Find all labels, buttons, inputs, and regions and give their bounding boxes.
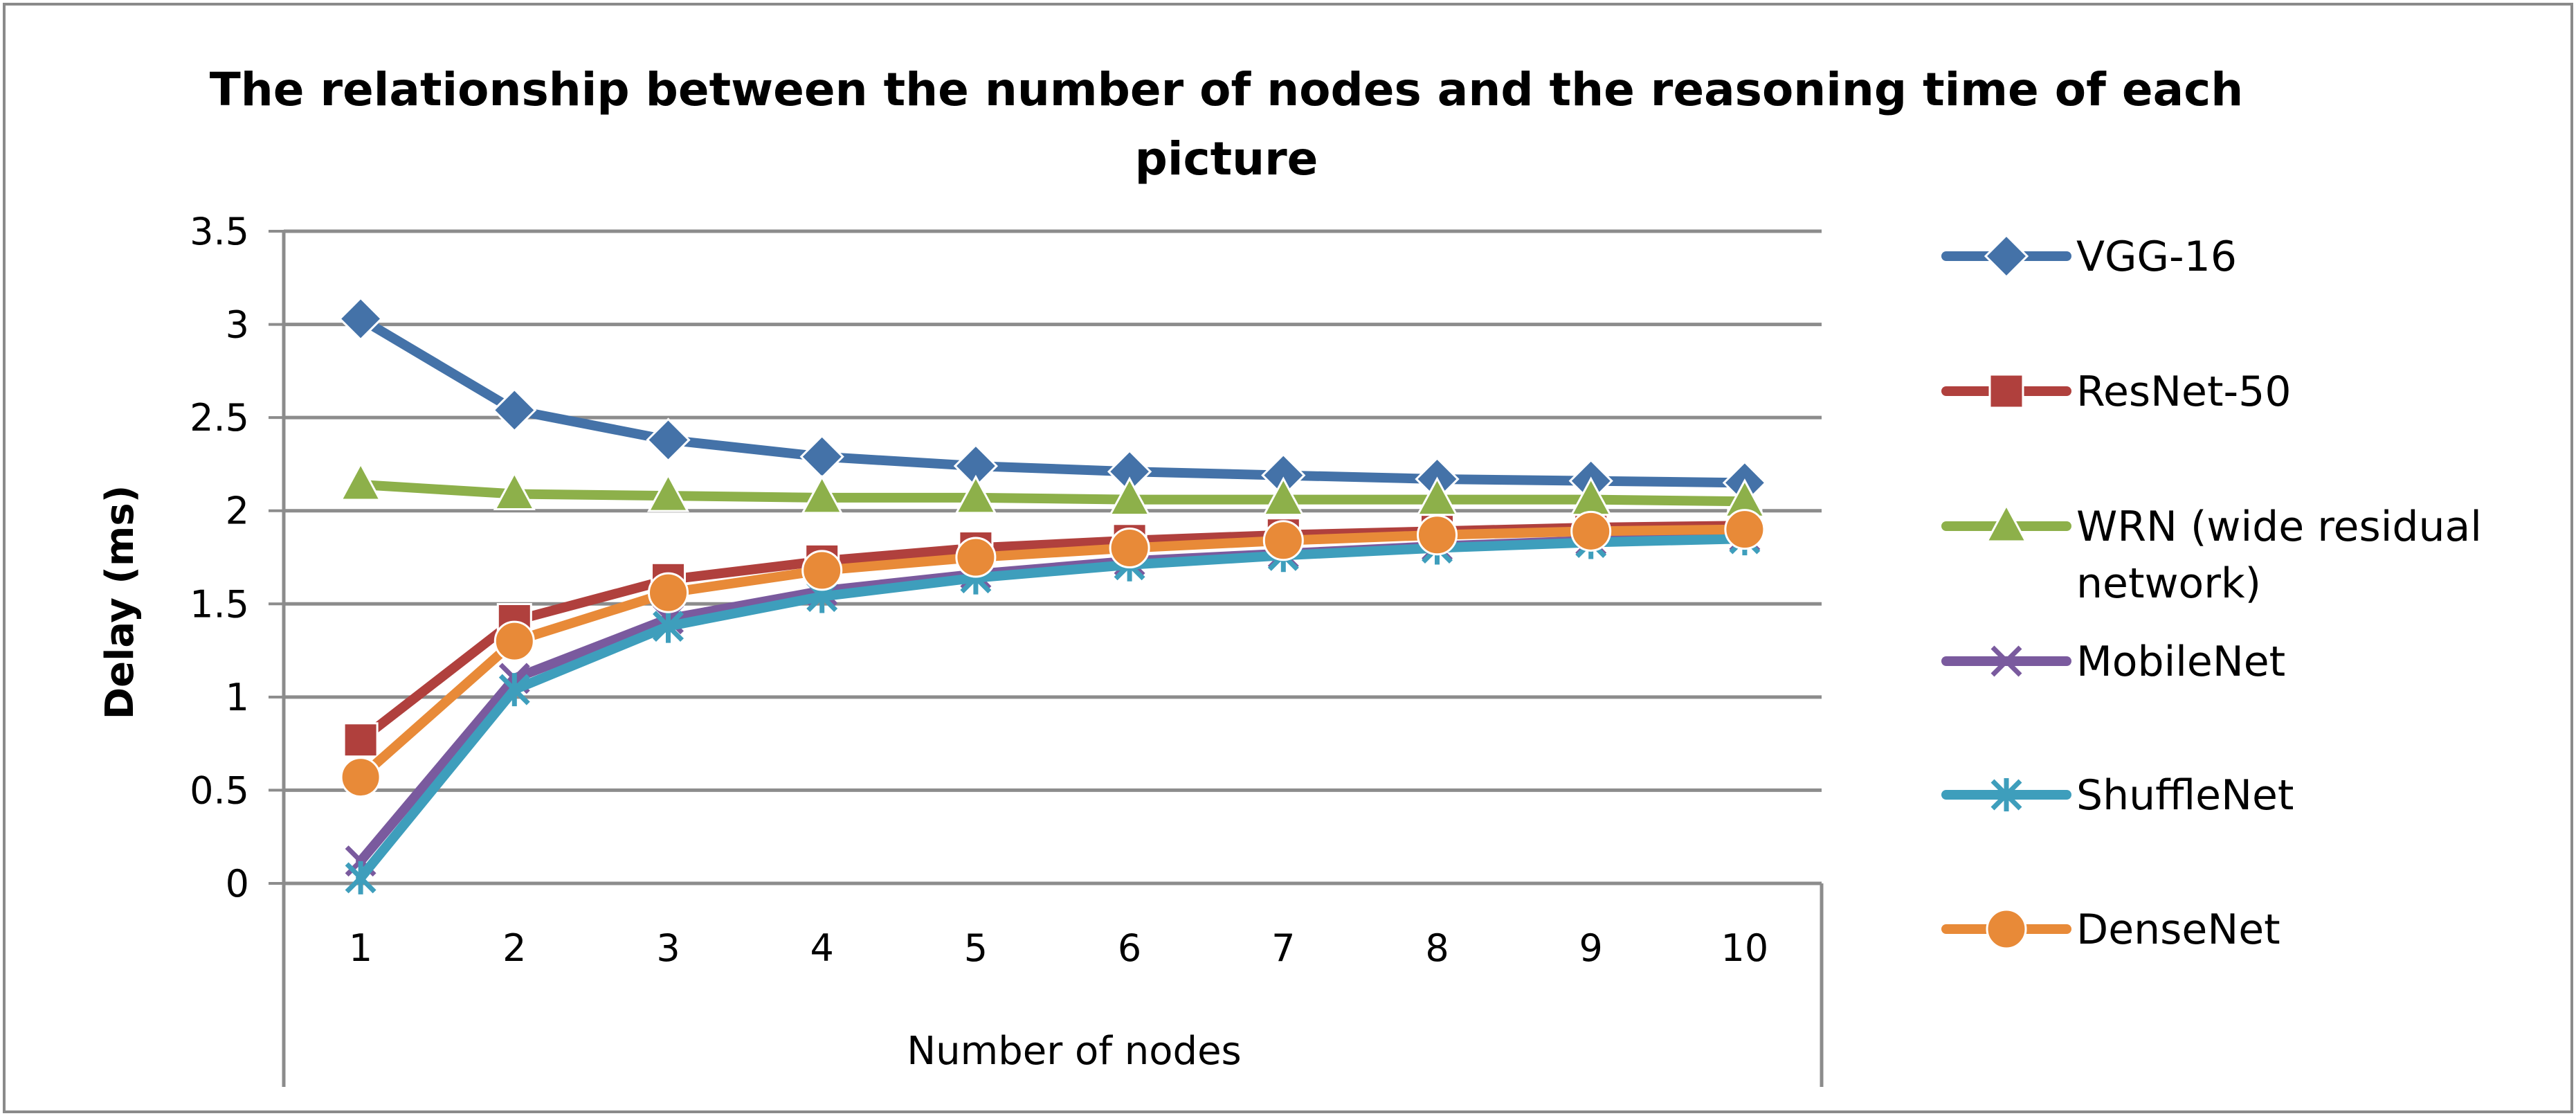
legend-label: VGG-16: [2076, 233, 2237, 281]
x-tick-label: 3: [656, 926, 680, 970]
data-point: [1109, 528, 1150, 569]
x-tick-label: 7: [1271, 926, 1295, 970]
data-point: [493, 620, 535, 662]
x-tick-label: 1: [349, 926, 372, 970]
y-tick-label: 1: [226, 676, 249, 719]
legend-label: ShuffleNet: [2076, 771, 2294, 820]
data-point: [648, 572, 689, 613]
series-group: [338, 296, 1768, 894]
data-point: [492, 388, 537, 433]
legend: VGG-16 ResNet-50 WRN (wide residual network…: [1941, 233, 2482, 954]
data-point: [653, 609, 684, 643]
y-tick-label: 3: [226, 303, 249, 347]
data-point: [345, 861, 377, 894]
data-point: [1108, 476, 1151, 516]
x-tick-label: 2: [502, 926, 526, 970]
axes: [282, 231, 1824, 1087]
y-axis-label: Delay (ms): [98, 485, 143, 720]
series-line: [356, 524, 1750, 782]
legend-marker: [1988, 373, 2024, 409]
y-tick-label: 3.5: [190, 210, 249, 253]
data-point: [801, 474, 844, 514]
data-point: [343, 722, 379, 758]
legend-item: MobileNet: [1941, 638, 2285, 686]
data-point: [1724, 509, 1766, 550]
y-tick-label: 1.5: [190, 582, 249, 626]
legend-label: WRN (wide residual: [2076, 503, 2482, 551]
series-line: [356, 480, 1750, 507]
data-point: [498, 673, 530, 707]
data-point: [954, 474, 997, 514]
series-wrn-wide-residual-network: [339, 461, 1766, 518]
legend-item: ShuffleNet: [1941, 771, 2294, 820]
data-point: [1262, 520, 1304, 561]
x-tick-label: 8: [1425, 926, 1449, 970]
y-tick-label: 2: [226, 489, 249, 533]
data-point: [1262, 476, 1305, 516]
x-tick-label: 5: [964, 926, 988, 970]
data-point: [338, 296, 383, 341]
legend-item: DenseNet: [1941, 906, 2280, 954]
legend-label: ResNet-50: [2076, 368, 2292, 416]
legend-marker: [1986, 908, 2027, 950]
legend-item: WRN (wide residual network): [1941, 503, 2482, 608]
x-tick-label: 6: [1118, 926, 1141, 970]
y-tick-labels: 0 0.5 1 1.5 2 2.5 3 3.5: [190, 210, 249, 906]
x-axis-label: Number of nodes: [907, 1029, 1241, 1074]
x-tick-labels: 1 2 3 4 5 6 7 8 9 10: [349, 926, 1768, 970]
data-point: [1570, 510, 1612, 552]
data-point: [955, 537, 997, 578]
legend-item: VGG-16: [1941, 233, 2237, 281]
chart-title-line2: picture: [1135, 132, 1318, 186]
data-point: [646, 417, 691, 462]
data-point: [340, 757, 381, 798]
series-vgg-16: [338, 296, 1768, 505]
legend-marker: [1990, 778, 2022, 811]
legend-label-line2: network): [2076, 559, 2261, 608]
series-line: [356, 314, 1750, 488]
y-tick-label: 0: [226, 862, 249, 906]
series-line: [356, 534, 1750, 883]
legend-marker: [1984, 233, 2029, 279]
data-point: [339, 461, 382, 501]
legend-label: DenseNet: [2076, 906, 2280, 954]
data-point: [493, 471, 536, 510]
legend-item: ResNet-50: [1941, 368, 2292, 416]
x-tick-label: 9: [1579, 926, 1603, 970]
y-tick-label: 0.5: [190, 768, 249, 812]
data-point: [801, 550, 843, 591]
series-densenet: [340, 509, 1766, 798]
legend-label: MobileNet: [2076, 638, 2285, 686]
legend-marker: [1990, 645, 2022, 677]
x-tick-label: 4: [810, 926, 834, 970]
data-point: [1417, 514, 1458, 556]
x-tick-label: 10: [1721, 926, 1769, 970]
y-tick-label: 2.5: [190, 396, 249, 440]
data-point: [646, 473, 690, 512]
legend-marker: [1985, 503, 2028, 543]
chart-title-line1: The relationship between the number of n…: [210, 63, 2243, 116]
